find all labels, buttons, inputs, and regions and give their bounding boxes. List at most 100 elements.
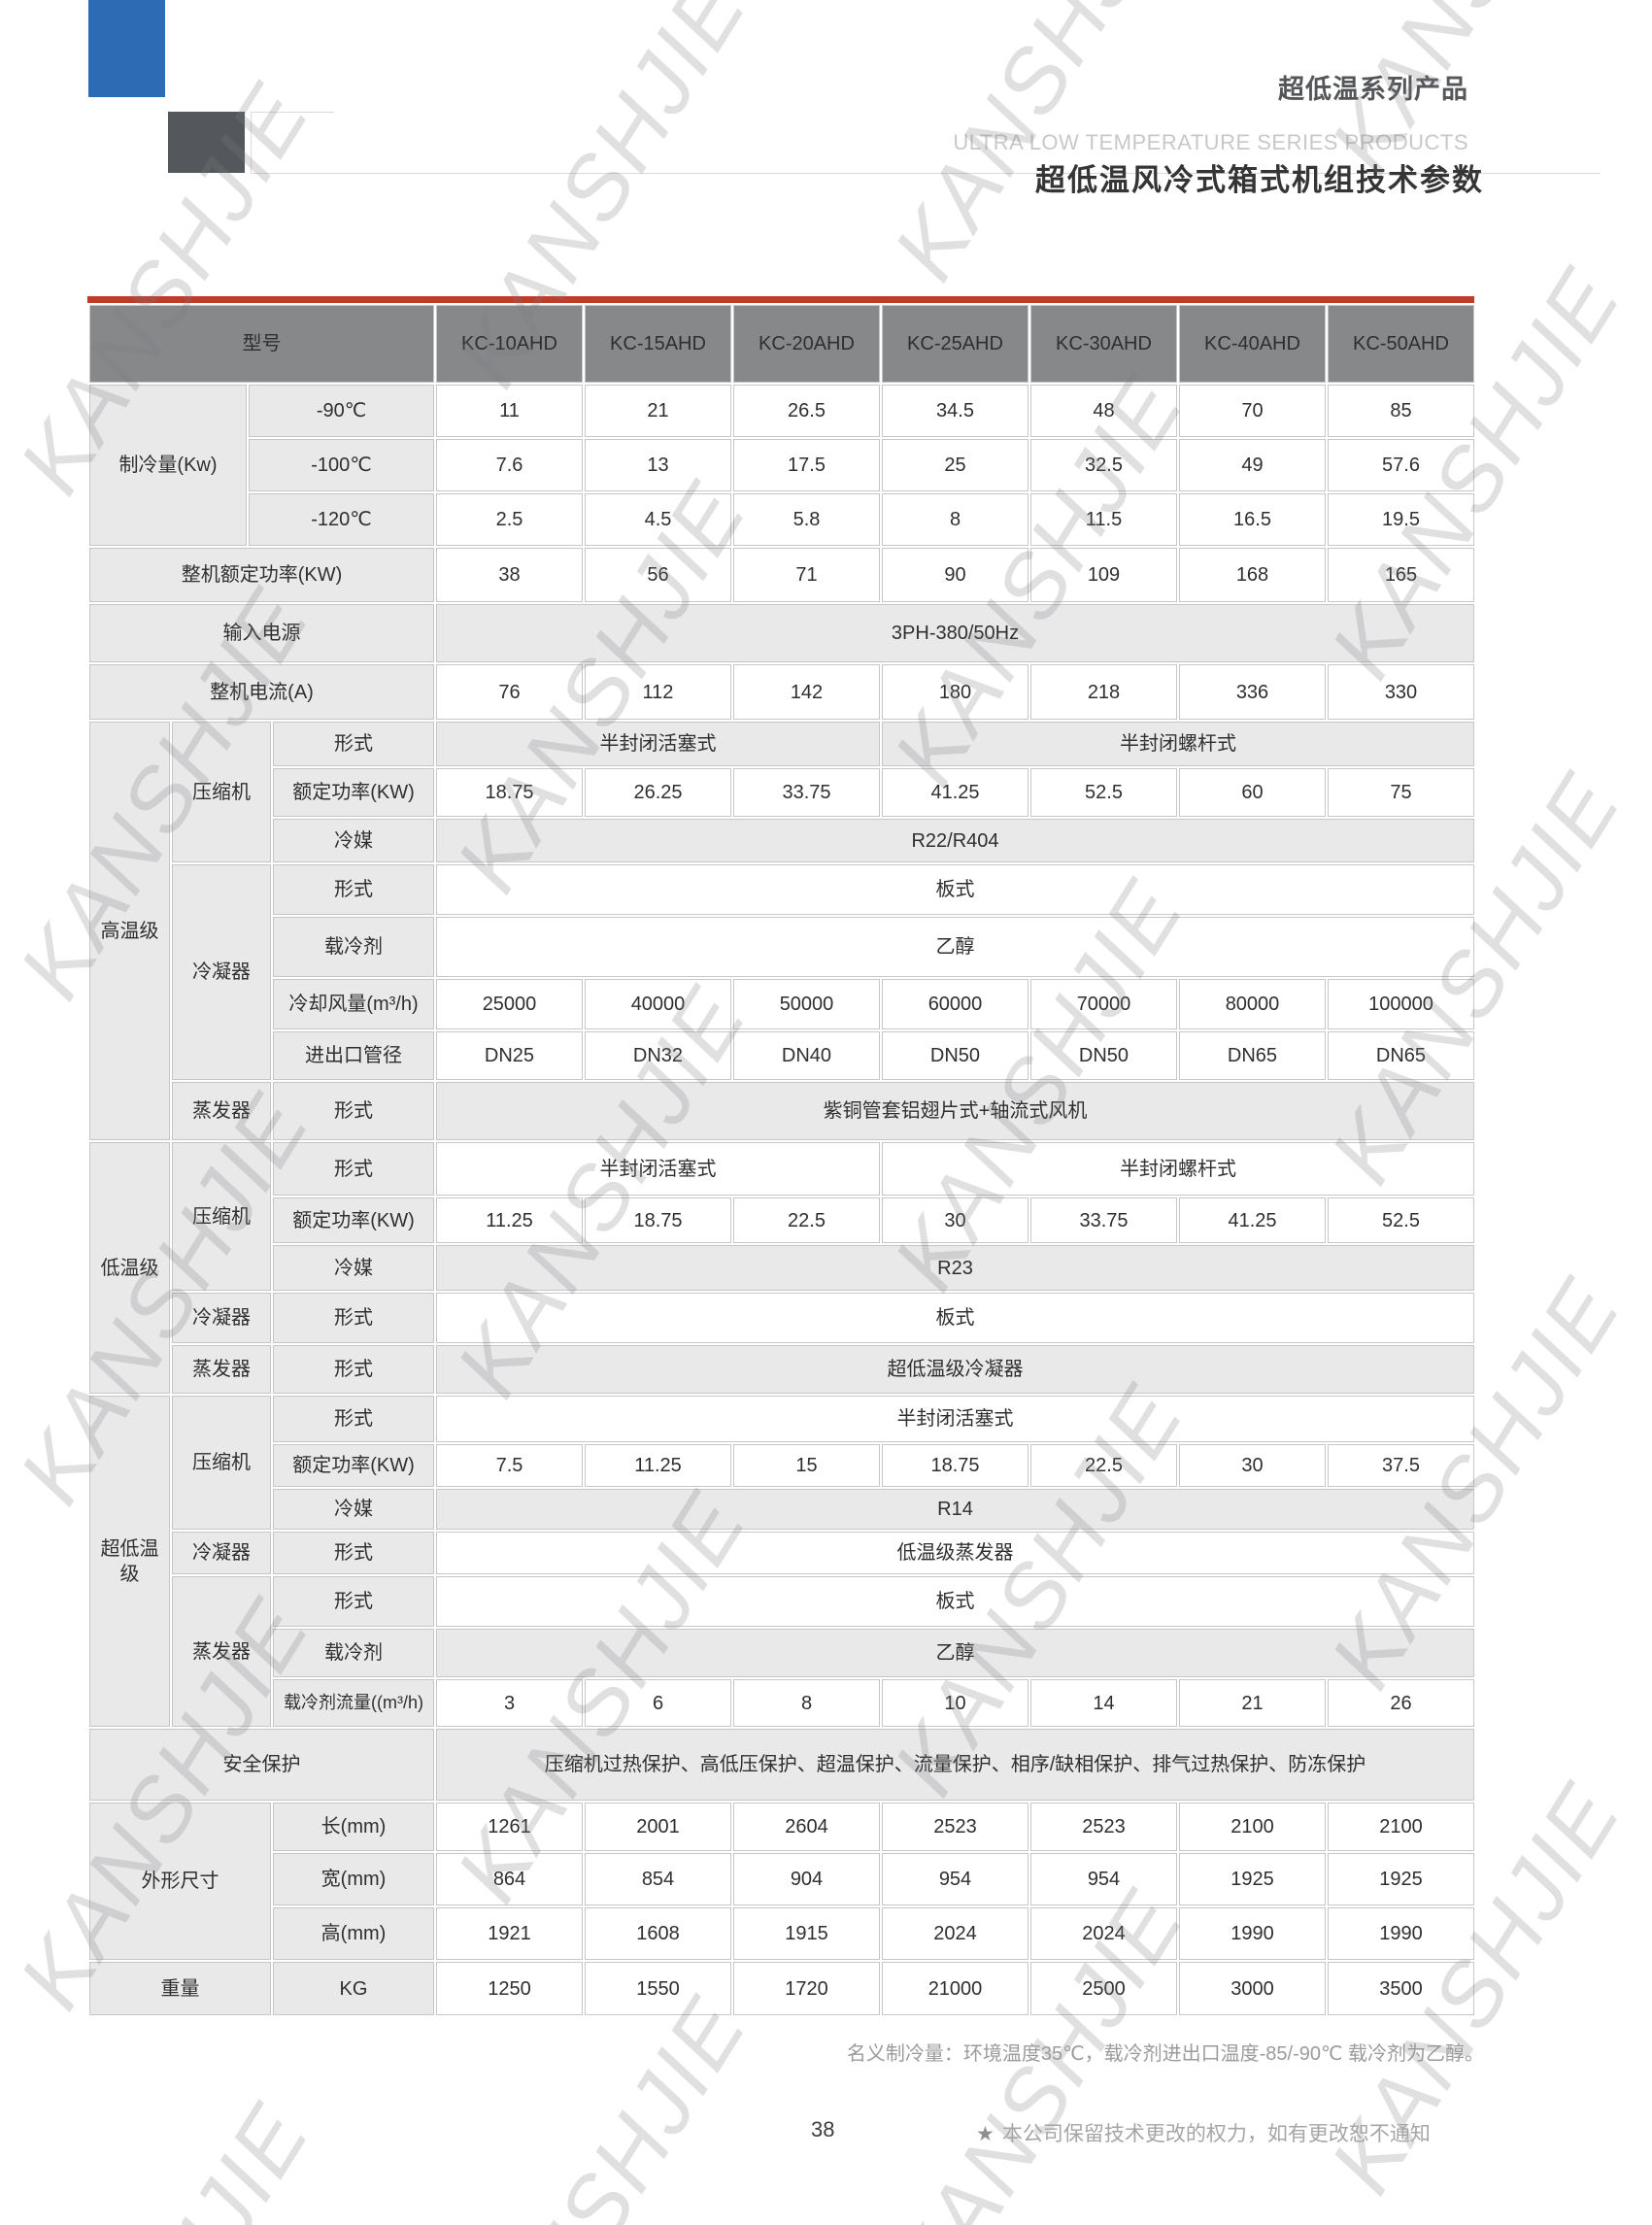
model-header: KC-10AHD — [436, 305, 583, 383]
spec-value-cell: 100000 — [1328, 979, 1474, 1029]
spec-value-cell: 38 — [436, 548, 583, 602]
spec-value-cell: 1925 — [1179, 1853, 1326, 1905]
spec-value-cell: 26 — [1328, 1679, 1474, 1727]
series-title-en: ULTRA LOW TEMPERATURE SERIES PRODUCTS — [953, 130, 1468, 154]
spec-label: 冷媒 — [273, 1245, 434, 1291]
spec-group-label: 外形尺寸 — [89, 1803, 271, 1960]
spec-subgroup-label: 蒸发器 — [172, 1082, 271, 1140]
spec-value-cell: 7.6 — [436, 439, 583, 491]
spec-value-cell: 18.75 — [585, 1197, 731, 1243]
spec-label: 形式 — [273, 1345, 434, 1394]
spec-label: 形式 — [273, 864, 434, 915]
spec-value-cell: 30 — [882, 1197, 1028, 1243]
spec-label: 长(mm) — [273, 1803, 434, 1851]
spec-subgroup-label: 冷凝器 — [172, 864, 271, 1080]
spec-value-cell: 165 — [1328, 548, 1474, 602]
spec-value-cell: 17.5 — [733, 439, 880, 491]
header-corner-line — [251, 112, 334, 113]
spec-label: 额定功率(KW) — [273, 1444, 434, 1487]
logo-blue-block — [88, 0, 165, 97]
spec-value-cell: 40000 — [585, 979, 731, 1029]
spec-subgroup-label: 冷凝器 — [172, 1293, 271, 1343]
spec-label: -90℃ — [249, 385, 434, 437]
spec-value-cell: DN25 — [436, 1031, 583, 1080]
logo-dark-block — [168, 112, 245, 173]
spec-value-cell: 1915 — [733, 1907, 880, 1960]
table-top-accent-bar — [87, 296, 1474, 303]
spec-value-cell: 1608 — [585, 1907, 731, 1960]
spec-label: 额定功率(KW) — [273, 768, 434, 817]
model-header: KC-50AHD — [1328, 305, 1474, 383]
spec-value-cell: 1921 — [436, 1907, 583, 1960]
spec-value-cell: 904 — [733, 1853, 880, 1905]
spec-value-cell: 低温级蒸发器 — [436, 1532, 1474, 1574]
model-header: KC-40AHD — [1179, 305, 1326, 383]
spec-value-cell: 32.5 — [1030, 439, 1177, 491]
spec-value-cell: 1990 — [1179, 1907, 1326, 1960]
model-header: KC-20AHD — [733, 305, 880, 383]
spec-label: 冷却风量(m³/h) — [273, 979, 434, 1029]
spec-value-cell: 2523 — [1030, 1803, 1177, 1851]
watermark-text: KANSHJIE — [1273, 0, 1652, 251]
spec-value-cell: 半封闭活塞式 — [436, 1396, 1474, 1442]
spec-value-cell: 41.25 — [1179, 1197, 1326, 1243]
spec-value-cell: 49 — [1179, 439, 1326, 491]
models-row-label: 型号 — [89, 305, 434, 383]
spec-value-cell: 1261 — [436, 1803, 583, 1851]
spec-value-cell: 1990 — [1328, 1907, 1474, 1960]
spec-value-cell: 2604 — [733, 1803, 880, 1851]
spec-group-label: 制冷量(Kw) — [89, 385, 247, 546]
spec-value-cell: 18.75 — [882, 1444, 1028, 1487]
rating-condition-note: 名义制冷量：环境温度35℃，载冷剂进出口温度-85/-90℃ 载冷剂为乙醇。 — [846, 2043, 1484, 2065]
spec-value-cell: 19.5 — [1328, 493, 1474, 546]
spec-value-cell: 70 — [1179, 385, 1326, 437]
spec-value-cell: 41.25 — [882, 768, 1028, 817]
spec-value-cell: 压缩机过热保护、高低压保护、超温保护、流量保护、相序/缺相保护、排气过热保护、防… — [436, 1729, 1474, 1801]
model-header: KC-30AHD — [1030, 305, 1177, 383]
spec-table: 型号 KC-10AHD KC-15AHD KC-20AHD KC-25AHD KC-30A… — [87, 303, 1476, 2017]
spec-value-cell: 22.5 — [733, 1197, 880, 1243]
spec-value-cell: 7.5 — [436, 1444, 583, 1487]
spec-subgroup-label: 压缩机 — [172, 1142, 271, 1291]
spec-group-label: 超低温级 — [89, 1396, 170, 1727]
spec-value-cell: 26.5 — [733, 385, 880, 437]
spec-label: 安全保护 — [89, 1729, 434, 1801]
spec-value-cell: DN40 — [733, 1031, 880, 1080]
spec-value-cell: 52.5 — [1328, 1197, 1474, 1243]
footer-disclaimer-text: 本公司保留技术更改的权力，如有更改恕不通知 — [1001, 2123, 1431, 2145]
spec-value-cell: 13 — [585, 439, 731, 491]
spec-value-cell: 76 — [436, 664, 583, 720]
spec-label: 形式 — [273, 1293, 434, 1343]
spec-label: 载冷剂流量((m³/h) — [273, 1679, 434, 1727]
spec-value-cell: 半封闭螺杆式 — [882, 722, 1474, 766]
model-header: KC-15AHD — [585, 305, 731, 383]
spec-value-cell: 板式 — [436, 1293, 1474, 1343]
spec-value-cell: 2100 — [1179, 1803, 1326, 1851]
spec-value-cell: 5.8 — [733, 493, 880, 546]
spec-value-cell: 8 — [733, 1679, 880, 1727]
spec-group-label: 重量 — [89, 1962, 271, 2015]
spec-value-cell: 85 — [1328, 385, 1474, 437]
star-icon: ★ — [976, 2123, 995, 2145]
model-header: KC-25AHD — [882, 305, 1028, 383]
spec-value-cell: 34.5 — [882, 385, 1028, 437]
spec-value-cell: 超低温级冷凝器 — [436, 1345, 1474, 1394]
spec-label: 冷媒 — [273, 1489, 434, 1530]
spec-value-cell: 1925 — [1328, 1853, 1474, 1905]
spec-label: 宽(mm) — [273, 1853, 434, 1905]
spec-value-cell: 112 — [585, 664, 731, 720]
spec-value-cell: DN65 — [1328, 1031, 1474, 1080]
spec-label: 额定功率(KW) — [273, 1197, 434, 1243]
spec-label: 冷媒 — [273, 819, 434, 862]
spec-value-cell: 56 — [585, 548, 731, 602]
spec-value-cell: 80000 — [1179, 979, 1326, 1029]
footer-disclaimer: ★ 本公司保留技术更改的权力，如有更改恕不通知 — [976, 2118, 1431, 2147]
spec-value-cell: 954 — [882, 1853, 1028, 1905]
spec-label: 形式 — [273, 1532, 434, 1574]
spec-value-cell: 33.75 — [1030, 1197, 1177, 1243]
spec-label: -120℃ — [249, 493, 434, 546]
spec-value-cell: 26.25 — [585, 768, 731, 817]
spec-value-cell: 3000 — [1179, 1962, 1326, 2015]
spec-value-cell: 2001 — [585, 1803, 731, 1851]
spec-value-cell: 2024 — [882, 1907, 1028, 1960]
